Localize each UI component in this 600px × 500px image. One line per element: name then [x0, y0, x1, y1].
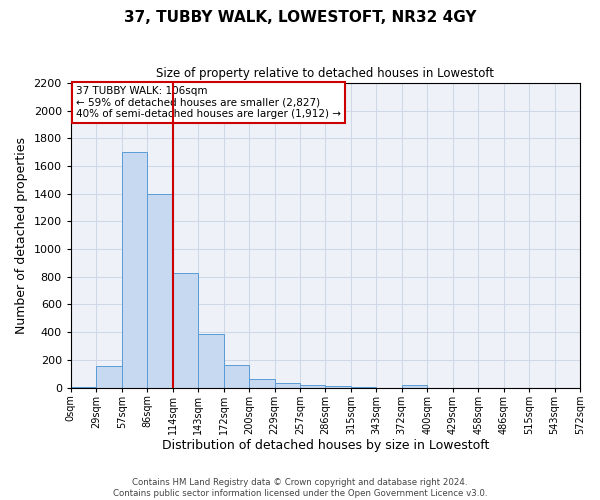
Bar: [275, 384, 300, 388]
Bar: [71, 387, 96, 388]
Bar: [224, 366, 249, 388]
Bar: [198, 334, 224, 388]
X-axis label: Distribution of detached houses by size in Lowestoft: Distribution of detached houses by size …: [162, 440, 489, 452]
Bar: [402, 384, 427, 388]
Text: 37, TUBBY WALK, LOWESTOFT, NR32 4GY: 37, TUBBY WALK, LOWESTOFT, NR32 4GY: [124, 10, 476, 25]
Text: Contains HM Land Registry data © Crown copyright and database right 2024.
Contai: Contains HM Land Registry data © Crown c…: [113, 478, 487, 498]
Text: 37 TUBBY WALK: 106sqm
← 59% of detached houses are smaller (2,827)
40% of semi-d: 37 TUBBY WALK: 106sqm ← 59% of detached …: [76, 86, 341, 120]
Y-axis label: Number of detached properties: Number of detached properties: [15, 137, 28, 334]
Title: Size of property relative to detached houses in Lowestoft: Size of property relative to detached ho…: [157, 68, 494, 80]
Bar: [325, 386, 351, 388]
Bar: [351, 387, 376, 388]
Bar: [173, 272, 198, 388]
Bar: [96, 366, 122, 388]
Bar: [122, 152, 147, 388]
Bar: [147, 194, 173, 388]
Bar: [249, 378, 275, 388]
Bar: [300, 384, 325, 388]
